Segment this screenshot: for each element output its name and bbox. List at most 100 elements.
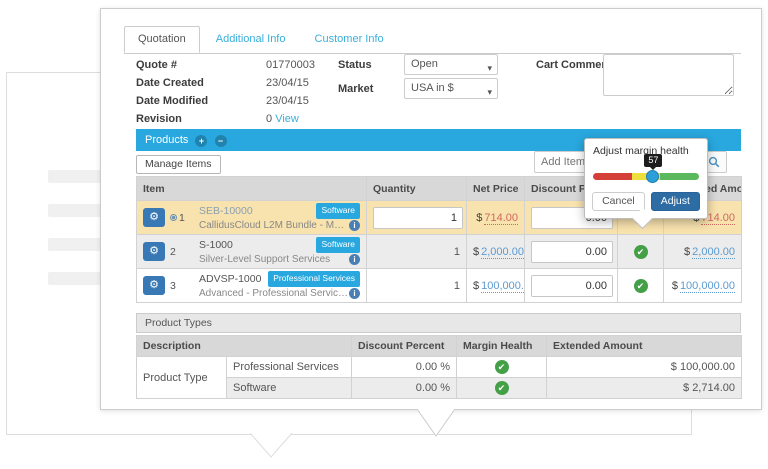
discount-input[interactable]	[531, 240, 613, 263]
product-description: Advanced - Professional Services Package…	[199, 288, 349, 299]
margin-health-good-icon[interactable]	[633, 278, 648, 293]
net-price-link[interactable]: 100,000.00	[481, 279, 524, 293]
cancel-button[interactable]: Cancel	[592, 192, 645, 211]
currency-symbol: $	[671, 279, 678, 292]
revision-value: 0 View	[266, 113, 299, 125]
extended-amount-link[interactable]: 2,000.00	[692, 245, 735, 259]
search-icon	[708, 156, 720, 168]
revision-view-link[interactable]: View	[275, 113, 299, 125]
currency-symbol: $	[476, 211, 483, 224]
product-type-discount: 0.00 %	[351, 356, 458, 378]
row-number: 3	[170, 279, 176, 292]
info-icon[interactable]: i	[349, 220, 360, 231]
product-type-name: Professional Services	[225, 356, 353, 378]
col-extended-amount: Extended Amount	[546, 335, 743, 357]
background-bubble-tail	[250, 433, 293, 458]
chevron-down-icon: ▾	[487, 87, 492, 97]
chevron-down-icon: ▾	[487, 63, 492, 73]
discount-input[interactable]	[531, 274, 613, 297]
extended-amount-link[interactable]: 100,000.00	[679, 279, 735, 293]
col-net-price: Net Price	[466, 176, 525, 201]
skeleton-line	[48, 204, 102, 217]
quote-number-value: 01770003	[266, 59, 315, 71]
margin-health-good-icon	[494, 360, 509, 374]
margin-slider[interactable]: 57	[593, 154, 699, 183]
skeleton-line	[48, 170, 102, 183]
margin-slider-track[interactable]	[593, 173, 699, 180]
card-bubble-tail	[417, 409, 456, 437]
revision-number: 0	[266, 113, 273, 125]
col-description: Description	[135, 335, 353, 357]
status-select[interactable]: Open ▾	[404, 54, 498, 75]
quantity-input[interactable]	[373, 206, 463, 229]
product-type-row-2: Software 0.00 % $ 2,714.00	[137, 377, 743, 399]
product-type-badge: Professional Services	[268, 271, 360, 287]
products-section-title: Products	[145, 134, 189, 146]
currency-symbol: $	[473, 245, 480, 258]
date-modified-label: Date Modified	[136, 95, 209, 107]
product-row-2: ⚙ 2 S-1000 Software Silver-Level Support…	[136, 234, 742, 269]
date-created-label: Date Created	[136, 77, 204, 89]
adjust-margin-popup: Adjust margin health 57 Cancel Adjust	[584, 138, 708, 230]
product-row-1: ⚙ 1 SEB-10000 Software CallidusCloud L2M…	[136, 200, 742, 235]
product-type-group-label: Product Type	[136, 356, 227, 399]
quantity-value: 1	[366, 268, 467, 303]
quote-number-label: Quote #	[136, 59, 177, 71]
row-number: 1	[170, 212, 194, 224]
product-type-badge: Software	[316, 237, 360, 253]
net-price-link[interactable]: 714.00	[484, 211, 518, 225]
market-select[interactable]: USA in $ ▾	[404, 78, 498, 99]
extended-amount-link[interactable]: 714.00	[701, 211, 735, 225]
cart-comment-input[interactable]	[603, 54, 734, 96]
col-quantity: Quantity	[366, 176, 467, 201]
date-modified-value: 23/04/15	[266, 95, 309, 107]
tab-bar: Quotation Additional Info Customer Info	[124, 26, 741, 54]
manage-items-button[interactable]: Manage Items	[136, 155, 221, 174]
tab-quotation[interactable]: Quotation	[124, 26, 200, 53]
col-discount-percent: Discount Percent	[351, 335, 458, 357]
product-types-table: Description Discount Percent Margin Heal…	[135, 335, 743, 399]
gear-icon[interactable]: ⚙	[143, 276, 165, 295]
product-type-extended-amount: $ 2,714.00	[546, 377, 743, 399]
skeleton-line	[48, 238, 102, 251]
product-type-extended-amount: $ 100,000.00	[546, 356, 743, 378]
product-type-badge: Software	[316, 203, 360, 219]
product-description: Silver-Level Support Services	[199, 254, 331, 265]
product-type-name: Software	[225, 377, 353, 399]
products-add-icon[interactable]: +	[195, 135, 208, 147]
product-type-row-1: Product Type Professional Services 0.00 …	[136, 356, 743, 399]
date-created-value: 23/04/15	[266, 77, 309, 89]
quotation-card: Quotation Additional Info Customer Info …	[100, 8, 762, 410]
tab-additional-info[interactable]: Additional Info	[215, 33, 286, 45]
slider-value-bubble: 57	[644, 154, 663, 170]
currency-symbol: $	[473, 279, 480, 292]
product-code: S-1000	[199, 238, 233, 251]
gear-icon[interactable]: ⚙	[143, 242, 165, 261]
tab-customer-info[interactable]: Customer Info	[314, 33, 384, 45]
currency-symbol: $	[684, 245, 691, 258]
margin-slider-handle[interactable]	[646, 170, 660, 183]
products-collapse-icon[interactable]: −	[214, 135, 227, 147]
product-type-discount: 0.00 %	[351, 377, 458, 399]
col-margin-health: Margin Health	[456, 335, 548, 357]
product-description: CallidusCloud L2M Bundle - Marketing Aut…	[199, 220, 349, 231]
adjust-button[interactable]: Adjust	[650, 192, 700, 211]
status-selected-value: Open	[411, 58, 438, 70]
info-icon[interactable]: i	[349, 288, 360, 299]
row-number: 2	[170, 245, 176, 258]
product-types-section-header: Product Types	[136, 313, 741, 333]
market-label: Market	[338, 83, 374, 95]
margin-health-good-icon	[494, 381, 509, 395]
info-icon[interactable]: i	[349, 254, 360, 265]
bundle-indicator-icon	[170, 213, 177, 221]
margin-health-good-icon[interactable]	[633, 244, 648, 259]
product-code-link[interactable]: SEB-10000	[199, 204, 253, 217]
product-types-header-row: Description Discount Percent Margin Heal…	[135, 335, 743, 357]
product-code: ADVSP-1000	[199, 272, 262, 285]
col-item: Item	[136, 176, 367, 201]
net-price-link[interactable]: 2,000.00	[481, 245, 524, 259]
gear-icon[interactable]: ⚙	[143, 208, 165, 227]
status-label: Status	[338, 59, 372, 71]
skeleton-line	[48, 272, 102, 285]
revision-label: Revision	[136, 113, 182, 125]
